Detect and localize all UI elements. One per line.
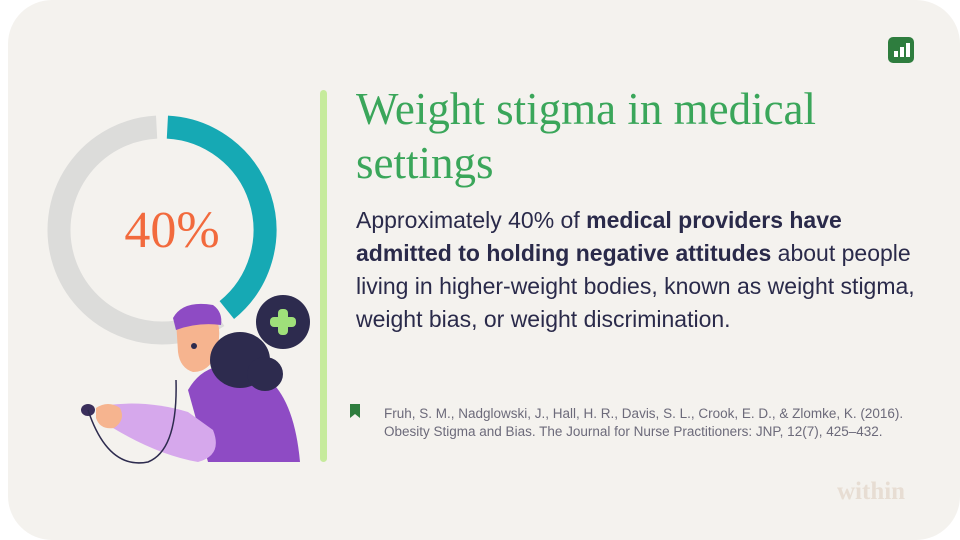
donut-chart: 40% (47, 115, 277, 345)
stethoscope-tube (87, 379, 177, 464)
app-icon-bar (894, 51, 898, 57)
hair-bun (247, 357, 283, 391)
logo: within (837, 478, 906, 505)
infographic: 40% (47, 37, 914, 464)
nurse-illustration (81, 303, 300, 464)
title: Weight stigma in medical settings (356, 84, 817, 188)
bookmark-icon (350, 404, 360, 418)
hand (96, 404, 122, 429)
arm (108, 403, 216, 462)
accent-bar (320, 90, 327, 462)
body-segment-bold: medical providers have admitted to holdi… (356, 207, 842, 266)
body-segment: about people living in higher-weight bod… (356, 240, 915, 332)
donut-segment (166, 115, 277, 319)
earpiece (191, 343, 197, 349)
plus-icon (278, 309, 288, 335)
center-label: 40% (124, 202, 219, 259)
citation: Fruh, S. M., Nadglowski, J., Hall, H. R.… (384, 406, 904, 439)
app-icon-bar (900, 47, 904, 57)
body-text: Approximately 40% of medical providers h… (356, 204, 916, 336)
donut-segment (47, 115, 225, 345)
body-segment: Approximately 40% of (356, 207, 587, 233)
cap (173, 303, 222, 330)
app-icon-bar (906, 43, 910, 57)
bookmark (350, 404, 360, 418)
card: 40% Weight stigma in medical settings Ap… (8, 0, 960, 540)
